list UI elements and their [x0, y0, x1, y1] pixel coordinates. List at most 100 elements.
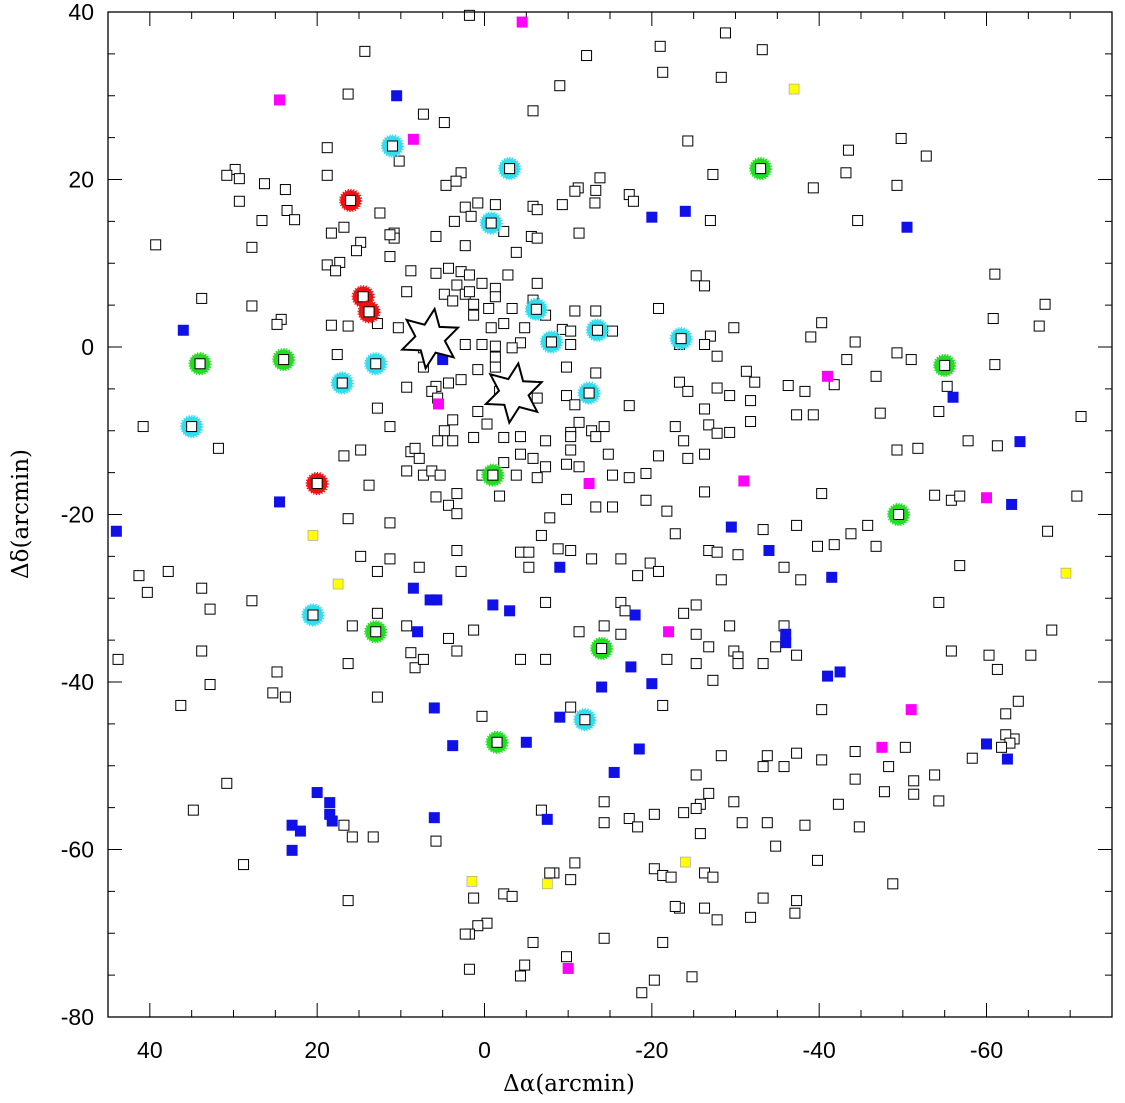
- open-square-point: [1075, 411, 1087, 423]
- open-square-point: [430, 267, 442, 279]
- blue-square-point: [780, 637, 792, 649]
- green-halo-point: [485, 730, 509, 754]
- open-square-point: [841, 354, 853, 366]
- open-square-point: [756, 44, 768, 56]
- open-square-point: [761, 750, 773, 762]
- open-square-point: [565, 444, 577, 456]
- open-square-point: [757, 658, 769, 670]
- open-square-point: [413, 452, 425, 464]
- halo-fringe: [339, 188, 363, 213]
- red-halo-point: [305, 471, 329, 496]
- open-square-point: [540, 653, 552, 665]
- blue-square-point: [646, 211, 658, 223]
- open-square-point: [338, 221, 350, 233]
- open-square-point: [704, 330, 716, 342]
- open-square-point: [417, 653, 429, 665]
- open-square-point: [715, 574, 727, 586]
- green-halo-point: [364, 620, 388, 644]
- y-tick-label: -20: [61, 502, 94, 528]
- open-square-point: [1000, 708, 1012, 720]
- open-square-point: [426, 385, 438, 397]
- open-square-point: [816, 754, 828, 766]
- blue-square-point: [428, 702, 440, 714]
- open-square-point: [816, 488, 828, 500]
- plot-frame: [107, 11, 1113, 1018]
- blue-square-point: [431, 594, 443, 606]
- open-square-point: [476, 338, 488, 350]
- open-square-point: [346, 831, 358, 843]
- open-square-point: [849, 336, 861, 348]
- open-square-point: [954, 560, 966, 572]
- open-square-point: [137, 421, 149, 433]
- halo-fringe: [180, 414, 204, 439]
- open-square-point: [552, 543, 564, 555]
- open-square-point: [204, 679, 216, 691]
- open-square-point: [623, 472, 635, 484]
- open-square-point: [933, 596, 945, 608]
- open-square-point: [715, 71, 727, 83]
- red-halo-point: [357, 300, 381, 324]
- open-square-point: [648, 808, 660, 820]
- open-square-point: [678, 807, 690, 819]
- open-square-point: [962, 435, 974, 447]
- open-square-point: [653, 450, 665, 462]
- open-square-point: [523, 561, 535, 573]
- magenta-square-point: [432, 398, 444, 410]
- halo-fringe: [585, 318, 610, 342]
- x-tick-label: 40: [137, 1037, 163, 1063]
- open-square-point: [531, 392, 543, 404]
- blue-square-point: [834, 666, 846, 678]
- open-square-point: [472, 405, 484, 417]
- open-square-point: [405, 647, 417, 659]
- open-square-point: [607, 469, 619, 481]
- open-square-point: [929, 489, 941, 501]
- open-square-point: [535, 529, 547, 541]
- star-marker: [483, 360, 545, 426]
- open-square-point: [481, 917, 493, 929]
- open-square-point: [699, 280, 711, 292]
- magenta-square-point: [905, 704, 917, 716]
- open-square-point: [246, 595, 258, 607]
- open-square-point: [929, 769, 941, 781]
- open-square-point: [401, 286, 413, 298]
- blue-square-point: [286, 844, 298, 856]
- blue-square-point: [274, 496, 286, 508]
- open-square-point: [699, 403, 711, 415]
- open-square-point: [483, 302, 495, 314]
- open-square-point: [459, 338, 471, 350]
- blue-square-point: [596, 681, 608, 693]
- cyan-halo-point: [330, 371, 354, 395]
- open-square-point: [933, 795, 945, 807]
- open-square-point: [711, 382, 723, 394]
- open-square-point: [732, 549, 744, 561]
- open-square-point: [141, 586, 153, 598]
- open-square-point: [554, 80, 566, 92]
- open-square-point: [321, 259, 333, 271]
- open-square-point: [632, 821, 644, 833]
- filled-square-series: [110, 16, 1072, 974]
- open-square-point: [842, 144, 854, 156]
- open-square-point: [669, 900, 681, 912]
- open-square-point: [258, 178, 270, 190]
- open-square-point: [707, 871, 719, 883]
- axis-ticks: [107, 11, 1113, 1018]
- blue-square-point: [901, 221, 913, 233]
- open-square-point: [757, 524, 769, 536]
- open-square-point: [401, 381, 413, 393]
- open-square-point: [791, 519, 803, 531]
- open-square-point: [498, 431, 510, 443]
- blue-square-point: [625, 661, 637, 673]
- blue-square-point: [407, 582, 419, 594]
- open-square-point: [589, 197, 601, 209]
- halo-center-square: [278, 354, 290, 366]
- blue-square-point: [763, 545, 775, 557]
- open-square-point: [447, 414, 459, 426]
- halo-center-square: [357, 291, 369, 303]
- open-square-point: [989, 268, 1001, 280]
- cyan-halo-point: [539, 330, 564, 354]
- open-square-point: [661, 653, 673, 665]
- open-square-point: [661, 505, 673, 517]
- halo-center-square: [893, 509, 905, 520]
- open-square-point: [374, 207, 386, 219]
